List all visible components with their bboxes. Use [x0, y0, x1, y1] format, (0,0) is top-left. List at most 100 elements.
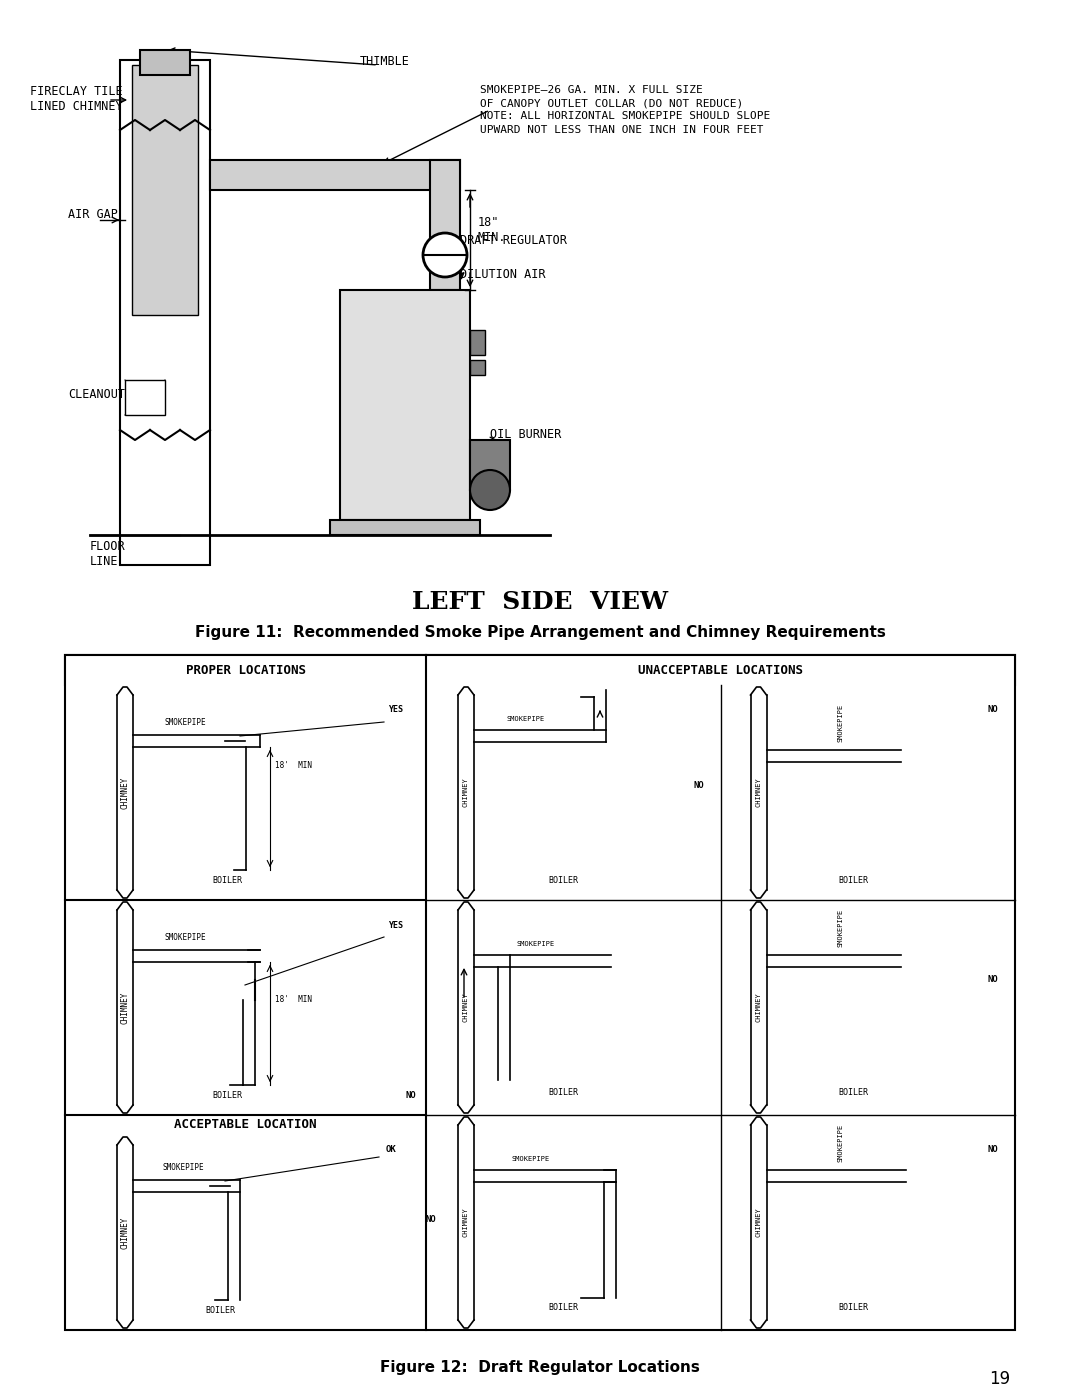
Bar [120, 320, 135, 339]
Text: NO: NO [987, 705, 998, 714]
Bar [185, 868, 270, 893]
Bar [135, 279, 165, 299]
Text: SMOKEPIPE: SMOKEPIPE [837, 704, 843, 742]
Bar [165, 240, 195, 258]
Bar [815, 1080, 891, 1105]
Polygon shape [752, 690, 774, 718]
Bar [150, 260, 180, 279]
Text: SMOKEPIPE: SMOKEPIPE [164, 933, 206, 942]
Bar [470, 330, 485, 355]
Bar [150, 140, 180, 159]
Bar [120, 360, 135, 379]
Bar [180, 541, 210, 559]
Bar [120, 460, 150, 479]
Bar [165, 200, 195, 219]
Text: BOILER: BOILER [838, 1088, 868, 1097]
Bar [150, 420, 180, 439]
Text: BOILER: BOILER [838, 1303, 868, 1312]
Bar [135, 320, 165, 339]
Bar [120, 120, 135, 138]
Bar [470, 440, 510, 490]
Bar [180, 420, 210, 439]
Bar [165, 520, 195, 539]
Text: CHIMNEY: CHIMNEY [121, 1217, 130, 1249]
Bar [135, 481, 165, 499]
Bar [150, 101, 180, 119]
Text: 19: 19 [989, 1370, 1010, 1389]
Bar [150, 339, 180, 359]
Text: CLEANOUT: CLEANOUT [68, 388, 125, 401]
Bar [120, 101, 150, 119]
Text: SMOKEPIPE: SMOKEPIPE [512, 1155, 550, 1162]
Bar [195, 120, 210, 138]
Polygon shape [748, 960, 779, 985]
Bar [120, 380, 150, 400]
Bar [330, 520, 480, 535]
Text: Figure 11:  Recommended Smoke Pipe Arrangement and Chimney Requirements: Figure 11: Recommended Smoke Pipe Arrang… [194, 624, 886, 640]
Bar [165, 440, 195, 460]
Bar [180, 140, 210, 159]
Bar [180, 339, 210, 359]
Text: SMOKEPIPE: SMOKEPIPE [164, 718, 206, 726]
Bar [426, 655, 1015, 685]
Text: PROPER LOCATIONS: PROPER LOCATIONS [186, 664, 306, 676]
Text: UNACCEPTABLE LOCATIONS: UNACCEPTABLE LOCATIONS [638, 664, 804, 676]
Text: NO: NO [987, 1146, 998, 1154]
Text: SMOKEPIPE: SMOKEPIPE [507, 717, 545, 722]
Bar [180, 500, 210, 520]
Bar [120, 260, 150, 279]
Bar [120, 240, 135, 258]
Text: NO: NO [406, 1091, 417, 1099]
Bar [815, 1295, 891, 1320]
Bar [150, 300, 180, 319]
Bar [165, 120, 195, 138]
Bar [165, 279, 195, 299]
Circle shape [982, 970, 1004, 990]
Bar [195, 240, 210, 258]
Bar [135, 440, 165, 460]
Text: YES: YES [389, 705, 404, 714]
Text: SMOKEPIPE: SMOKEPIPE [837, 909, 843, 947]
Text: CHIMNEY: CHIMNEY [463, 778, 469, 807]
Bar [195, 279, 210, 299]
Bar [470, 360, 485, 374]
Bar [150, 219, 180, 239]
Bar [180, 260, 210, 279]
Text: SMOKEPIPE: SMOKEPIPE [517, 942, 555, 947]
Bar [195, 400, 210, 419]
Bar [165, 481, 195, 499]
Circle shape [982, 698, 1004, 721]
Text: AIR GAP: AIR GAP [68, 208, 118, 222]
Bar [120, 219, 150, 239]
Bar [815, 868, 891, 893]
Text: BOILER: BOILER [549, 1088, 579, 1097]
Bar [125, 380, 165, 415]
Circle shape [384, 698, 408, 722]
Bar [165, 161, 195, 179]
Bar [120, 60, 150, 80]
Bar [65, 655, 426, 685]
Bar [65, 655, 1015, 1330]
Bar [135, 400, 165, 419]
Bar [195, 320, 210, 339]
Text: BOILER: BOILER [213, 1091, 243, 1099]
Circle shape [225, 731, 245, 752]
Bar [150, 460, 180, 479]
Text: DRAFT REGULATOR: DRAFT REGULATOR [460, 233, 567, 246]
Text: BOILER: BOILER [213, 876, 243, 886]
Text: NO: NO [987, 975, 998, 985]
Bar [120, 500, 150, 520]
Bar [165, 80, 195, 99]
Bar [120, 60, 210, 564]
Bar [526, 868, 600, 893]
Bar [135, 161, 165, 179]
Text: FIRECLAY TILE
LINED CHIMNEY: FIRECLAY TILE LINED CHIMNEY [30, 85, 123, 113]
Bar [120, 520, 135, 539]
Bar [120, 481, 135, 499]
Circle shape [982, 1139, 1004, 1161]
Text: DILUTION AIR: DILUTION AIR [460, 268, 545, 282]
Bar [150, 500, 180, 520]
Bar [65, 1115, 426, 1134]
Text: SMOKEPIPE: SMOKEPIPE [162, 1162, 204, 1172]
Bar [195, 481, 210, 499]
